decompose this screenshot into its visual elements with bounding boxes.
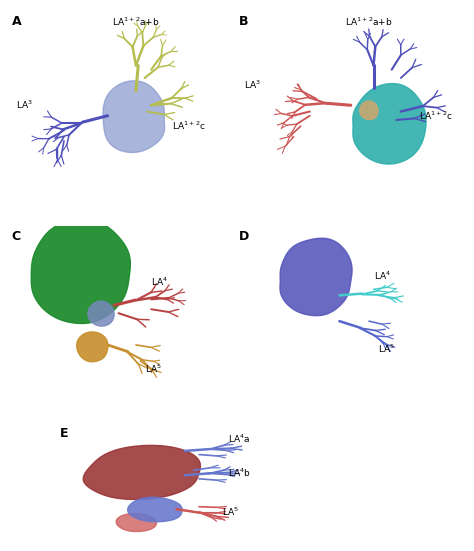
Polygon shape	[83, 445, 201, 499]
Text: LA$^{3}$: LA$^{3}$	[16, 99, 33, 111]
Text: LA$^{5}$: LA$^{5}$	[222, 505, 238, 518]
Polygon shape	[77, 332, 108, 362]
Text: LA$^{4}$a: LA$^{4}$a	[228, 433, 250, 445]
Text: LA$^{4}$: LA$^{4}$	[151, 276, 168, 288]
Text: LA$^{5}$: LA$^{5}$	[378, 343, 395, 355]
Polygon shape	[360, 101, 378, 120]
Polygon shape	[103, 81, 164, 153]
Polygon shape	[280, 238, 352, 316]
Polygon shape	[88, 301, 114, 326]
Text: D: D	[239, 230, 249, 243]
Text: LA$^{4}$: LA$^{4}$	[374, 269, 391, 282]
Text: E: E	[60, 426, 68, 440]
Text: LA$^{3}$: LA$^{3}$	[244, 78, 261, 90]
Text: C: C	[12, 230, 21, 243]
Text: LA$^{1+2}$a+b: LA$^{1+2}$a+b	[112, 15, 160, 28]
Polygon shape	[31, 219, 130, 323]
Polygon shape	[116, 514, 156, 532]
Polygon shape	[128, 498, 182, 522]
Text: LA$^{1+2}$c: LA$^{1+2}$c	[419, 110, 453, 122]
Text: B: B	[239, 15, 249, 28]
Text: LA$^{1+2}$c: LA$^{1+2}$c	[172, 120, 206, 132]
Text: LA$^{4}$b: LA$^{4}$b	[228, 467, 250, 479]
Text: A: A	[12, 15, 21, 28]
Text: LA$^{1+2}$a+b: LA$^{1+2}$a+b	[345, 15, 393, 28]
Text: LA$^{5}$: LA$^{5}$	[145, 363, 162, 375]
Polygon shape	[353, 84, 426, 164]
